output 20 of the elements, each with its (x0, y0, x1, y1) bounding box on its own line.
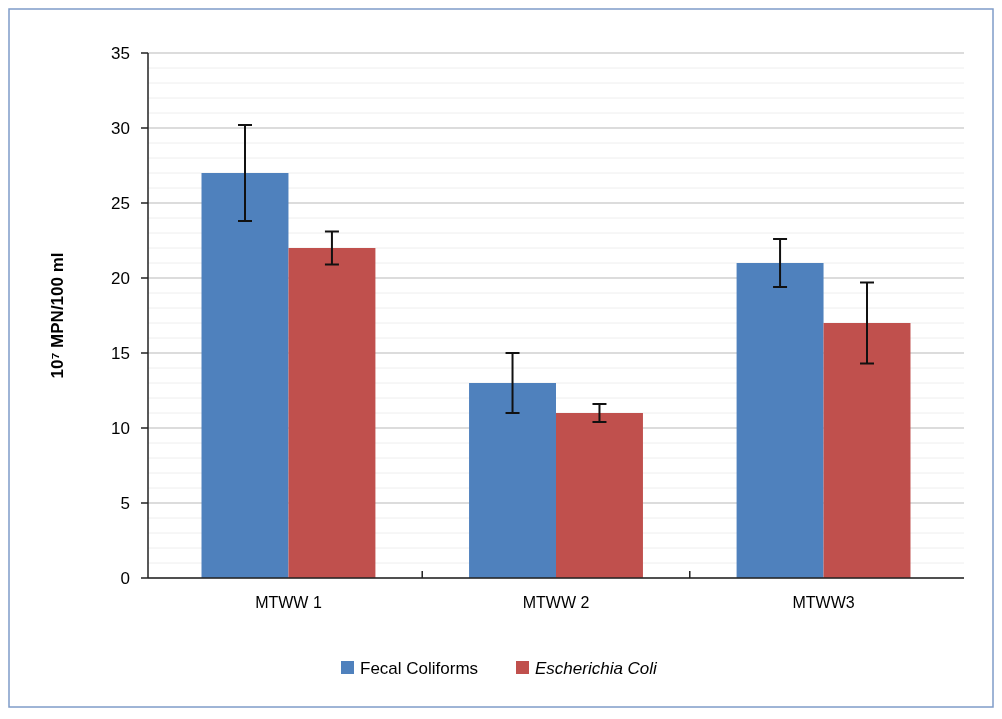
bar (201, 173, 289, 578)
bar (556, 413, 643, 578)
legend-label: Escherichia Coli (535, 658, 659, 678)
legend-label: Fecal Coliforms (360, 658, 479, 678)
y-tick-label: 30 (111, 118, 130, 138)
y-tick-label: 15 (111, 343, 130, 363)
bar (823, 323, 911, 578)
x-tick-label: MTWW3 (792, 594, 855, 611)
bar (288, 248, 376, 578)
x-tick-label: MTWW 2 (522, 594, 590, 611)
y-tick-label: 35 (111, 43, 130, 63)
y-tick-label: 0 (120, 568, 130, 588)
y-tick-label: 10 (111, 418, 130, 438)
y-axis-title: 10⁷ MPN/100 ml (48, 252, 67, 379)
y-tick-label: 5 (120, 493, 130, 513)
y-tick-label: 25 (111, 193, 130, 213)
y-tick-label: 20 (111, 268, 130, 288)
x-tick-label: MTWW 1 (255, 594, 322, 611)
bar (469, 383, 556, 578)
bar (736, 263, 824, 578)
